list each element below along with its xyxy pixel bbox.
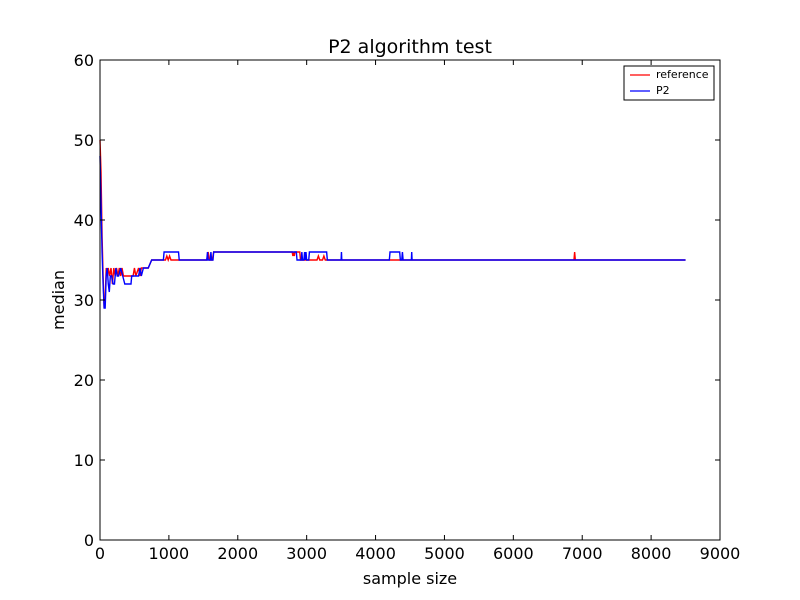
y-tick-label: 20 <box>74 371 94 390</box>
x-axis-label: sample size <box>363 569 457 588</box>
series-layer <box>99 139 686 309</box>
x-tick-label: 3000 <box>286 544 327 563</box>
x-tick-label: 8000 <box>631 544 672 563</box>
y-tick-label: 10 <box>74 451 94 470</box>
x-tick-label: 2000 <box>217 544 258 563</box>
y-tick-label: 30 <box>74 291 94 310</box>
x-tick-label: 9000 <box>700 544 741 563</box>
series-line-p2 <box>99 155 686 309</box>
legend-label-p2: P2 <box>656 84 670 97</box>
legend-box <box>623 65 715 101</box>
y-tick-label: 40 <box>74 211 94 230</box>
x-tick-label: 4000 <box>355 544 396 563</box>
legend-label-reference: reference <box>656 68 709 81</box>
x-tick-label: 7000 <box>562 544 603 563</box>
chart-title: P2 algorithm test <box>328 36 492 58</box>
y-tick-label: 50 <box>74 131 94 150</box>
y-axis-label: median <box>49 270 68 330</box>
y-tick-label: 60 <box>74 51 94 70</box>
x-tick-label: 1000 <box>149 544 190 563</box>
ticks-layer: 0 1000 2000 3000 4000 5000 6000 7000 8000 9000 0 10… <box>74 51 741 563</box>
x-tick-label: 5000 <box>424 544 465 563</box>
legend: reference P2 <box>623 65 715 101</box>
y-tick-label: 0 <box>84 531 94 550</box>
x-tick-label: 0 <box>95 544 105 563</box>
x-tick-label: 6000 <box>493 544 534 563</box>
